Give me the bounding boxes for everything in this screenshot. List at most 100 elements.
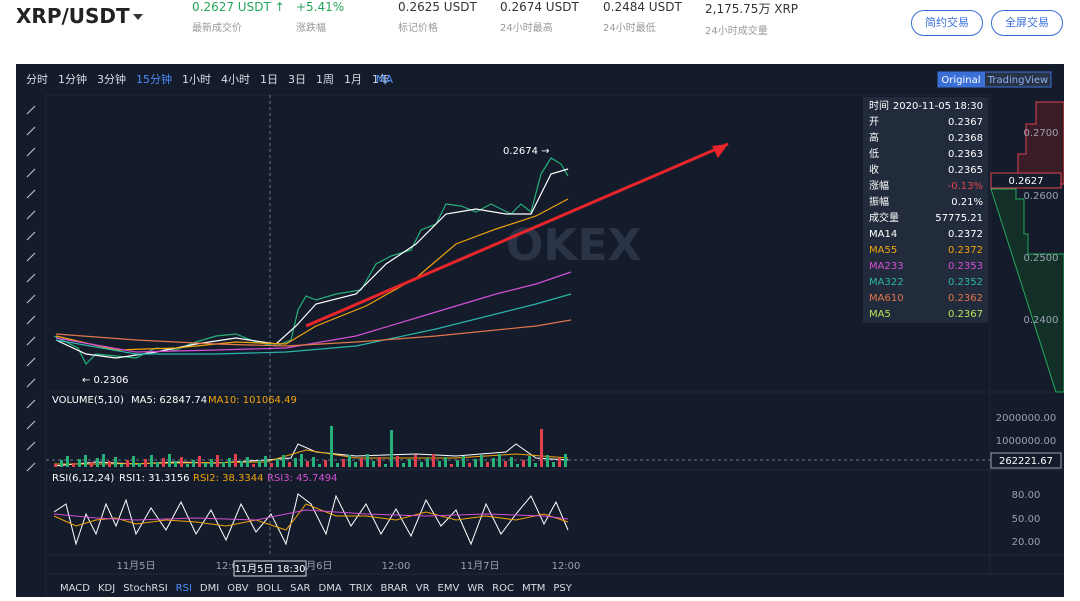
volume-bar	[378, 457, 381, 467]
view-option[interactable]: TradingView	[987, 75, 1048, 86]
volume-bar	[174, 461, 177, 467]
interval-tab[interactable]: 3日	[288, 73, 306, 86]
indicator-tab[interactable]: SAR	[290, 583, 310, 594]
indicator-tab[interactable]: EMV	[438, 583, 460, 594]
price-label: 0.2700	[1024, 128, 1059, 139]
tool-icon[interactable]	[26, 126, 36, 136]
stat: 0.2484 USDT 24小时最低	[603, 0, 682, 34]
grid	[45, 94, 1064, 597]
tool-icon[interactable]	[26, 420, 36, 430]
volume-bar	[456, 460, 459, 467]
interval-tab[interactable]: 15分钟	[136, 72, 172, 86]
view-option[interactable]: Original	[941, 75, 980, 86]
volume-bar	[486, 462, 489, 467]
volume-bar	[96, 458, 99, 467]
tool-icon[interactable]	[26, 357, 36, 367]
indicator-tab[interactable]: WR	[467, 583, 484, 594]
volume-bar	[114, 457, 117, 467]
interval-tab[interactable]: 1周	[316, 73, 334, 86]
volume-bar	[390, 430, 393, 467]
tool-icon[interactable]	[26, 105, 36, 115]
stat-label: 24小时成交量	[705, 26, 768, 37]
indicator-select[interactable]: MA	[376, 73, 393, 86]
time-label: 12:00	[552, 561, 581, 572]
rsi1: RSI1: 31.3156	[119, 473, 190, 484]
interval-tab[interactable]: 1日	[260, 73, 278, 86]
low-note: ← 0.2306	[82, 375, 129, 386]
info-value: 0.2353	[948, 261, 983, 272]
indicator-tab[interactable]: MTM	[522, 583, 545, 594]
interval-tab[interactable]: 4小时	[221, 73, 250, 86]
tool-icon[interactable]	[26, 294, 36, 304]
info-key: 成交量	[869, 211, 899, 224]
arrow-head	[712, 144, 728, 158]
price-lines	[53, 157, 572, 366]
indicator-tab[interactable]: DMI	[200, 583, 219, 594]
interval-tab[interactable]: 3分钟	[97, 72, 126, 86]
tool-icon[interactable]	[26, 399, 36, 409]
tool-icon[interactable]	[26, 252, 36, 262]
tool-icon[interactable]	[26, 210, 36, 220]
volume-ma5: MA5: 62847.74	[131, 395, 207, 406]
volume-bar	[468, 463, 471, 467]
interval-tab[interactable]: 1小时	[182, 73, 211, 86]
volume-title: VOLUME(5,10)	[52, 395, 124, 406]
indicator-tab[interactable]: MACD	[60, 583, 90, 594]
pair-title[interactable]: XRP/USDT	[16, 4, 130, 28]
stat-value: 0.2625 USDT	[398, 0, 477, 14]
interval-tab[interactable]: 1月	[344, 73, 362, 86]
stat-label: 24小时最低	[603, 23, 656, 34]
tool-icon[interactable]	[26, 147, 36, 157]
tool-icon[interactable]	[26, 273, 36, 283]
indicator-tab[interactable]: RSI	[176, 583, 192, 594]
tool-icon[interactable]	[26, 189, 36, 199]
indicator-tab[interactable]: VR	[416, 583, 430, 594]
tool-icon[interactable]	[26, 168, 36, 178]
time-label: 11月7日	[460, 560, 499, 572]
dropdown-icon[interactable]	[132, 12, 144, 22]
indicator-tab[interactable]: PSY	[553, 583, 572, 594]
watermark: OKEX	[506, 220, 642, 271]
info-value: 2020-11-05 18:30	[893, 101, 983, 112]
volume-bar	[192, 460, 195, 467]
stat-label: 涨跌幅	[296, 23, 326, 34]
button[interactable]: 全屏交易	[991, 10, 1063, 36]
volume-current: 262221.67	[999, 456, 1053, 467]
volume-bar	[60, 460, 63, 467]
indicator-tab[interactable]: TRIX	[349, 583, 373, 594]
tool-icon[interactable]	[26, 441, 36, 451]
info-value: 0.2368	[948, 133, 983, 144]
info-key: MA55	[869, 245, 897, 256]
interval-tab[interactable]: 1分钟	[58, 72, 87, 86]
volume-bar	[432, 454, 435, 467]
volume-bar	[168, 454, 171, 467]
volume-bar	[342, 459, 345, 467]
tool-icon[interactable]	[26, 462, 36, 472]
interval-tab[interactable]: 分时	[26, 73, 48, 86]
volume-bar	[474, 459, 477, 467]
stat-value: 0.2484 USDT	[603, 0, 682, 14]
indicator-tab[interactable]: BOLL	[256, 583, 282, 594]
button[interactable]: 简约交易	[911, 10, 983, 36]
volume-bar	[312, 457, 315, 467]
tool-icon[interactable]	[26, 336, 36, 346]
info-key: MA322	[869, 277, 904, 288]
volume-bar	[234, 454, 237, 467]
high-note: 0.2674 →	[503, 146, 550, 157]
tool-icon[interactable]	[26, 231, 36, 241]
indicator-tab[interactable]: DMA	[319, 583, 342, 594]
indicator-tab[interactable]: OBV	[227, 583, 248, 594]
volume-bar	[444, 457, 447, 467]
volume-bar	[216, 455, 219, 467]
stat-label: 标记价格	[398, 23, 438, 34]
tool-icon[interactable]	[26, 315, 36, 325]
indicator-tab[interactable]: BRAR	[381, 583, 408, 594]
interval-tab[interactable]: 1年	[372, 72, 390, 86]
indicator-tab[interactable]: StochRSI	[123, 583, 167, 594]
indicator-tab[interactable]: KDJ	[98, 583, 115, 594]
indicator-tab[interactable]: ROC	[492, 583, 514, 594]
volume-bar	[366, 454, 369, 467]
volume-ma10: MA10: 101064.49	[208, 395, 297, 406]
tool-icon[interactable]	[26, 378, 36, 388]
volume-bar	[420, 462, 423, 467]
